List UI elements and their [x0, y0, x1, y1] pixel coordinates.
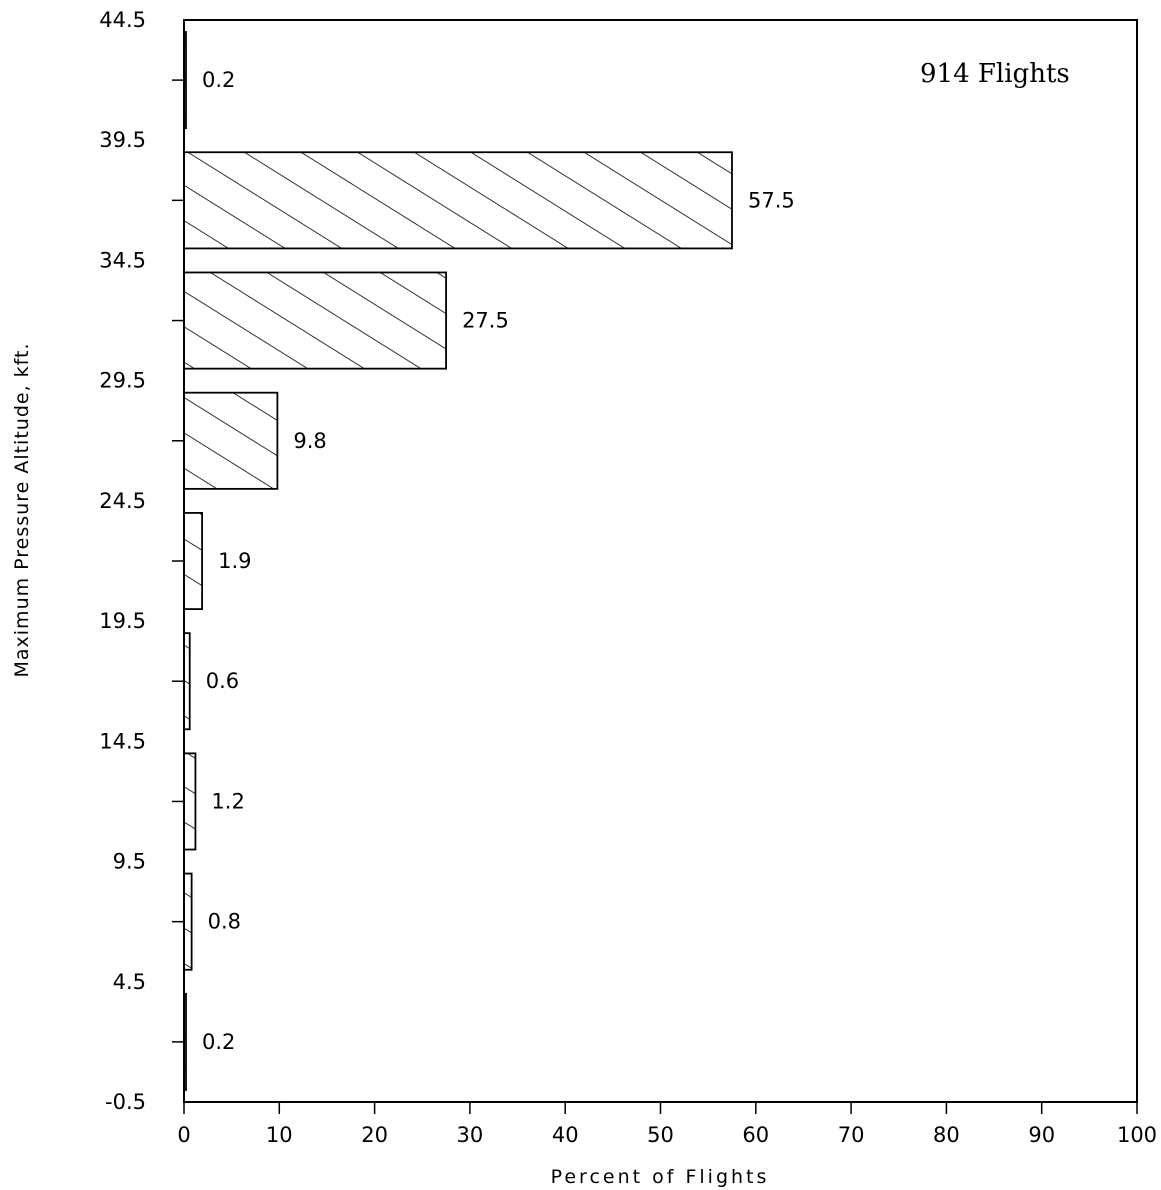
y-tick-label: 39.5 — [99, 128, 146, 152]
bar-value-label: 57.5 — [748, 188, 795, 212]
bar — [183, 632, 191, 731]
x-tick-label: 30 — [457, 1123, 484, 1147]
y-tick-label: 19.5 — [99, 609, 146, 633]
bar — [183, 752, 197, 851]
bar — [183, 151, 733, 250]
bars-group: 0.2 0.8 1.2 0.6 1.9 9.8 27.5 57.5 0.2 — [183, 31, 795, 1091]
bar-value-label: 1.2 — [211, 789, 244, 813]
y-tick-label: 34.5 — [99, 248, 146, 272]
bar-value-label: 1.9 — [218, 549, 251, 573]
bar-value-label: 0.2 — [202, 1030, 235, 1054]
bar — [183, 271, 447, 370]
y-tick-label: 4.5 — [113, 970, 146, 994]
x-tick-label: 70 — [838, 1123, 865, 1147]
bar-value-label: 9.8 — [293, 429, 326, 453]
x-tick-label: 0 — [177, 1123, 190, 1147]
bar-value-label: 27.5 — [462, 309, 509, 333]
bar-value-label: 0.2 — [202, 68, 235, 92]
bar — [183, 391, 279, 490]
bar — [183, 872, 193, 971]
y-axis-ticks: -0.5 4.5 9.5 14.5 19.5 24.5 29.5 34.5 39.5 44.5 — [99, 8, 184, 1114]
bar-value-label: 0.6 — [206, 669, 239, 693]
x-axis-title: Percent of Flights — [551, 1166, 770, 1188]
annotation-text: 914 Flights — [920, 59, 1070, 89]
y-tick-label: -0.5 — [105, 1090, 146, 1114]
x-tick-label: 80 — [933, 1123, 960, 1147]
x-tick-label: 100 — [1117, 1123, 1157, 1147]
x-tick-label: 50 — [647, 1123, 674, 1147]
y-tick-label: 14.5 — [99, 729, 146, 753]
x-tick-label: 90 — [1028, 1123, 1055, 1147]
y-tick-label: 44.5 — [99, 8, 146, 32]
y-tick-label: 9.5 — [113, 850, 146, 874]
x-tick-label: 60 — [742, 1123, 769, 1147]
bar-value-label: 0.8 — [208, 910, 241, 934]
x-tick-label: 20 — [361, 1123, 388, 1147]
x-axis-ticks: 0 10 20 30 40 50 60 70 80 90 100 — [177, 1102, 1157, 1147]
y-axis-title: Maximum Pressure Altitude, kft. — [11, 343, 33, 678]
y-tick-label: 24.5 — [99, 489, 146, 513]
x-tick-label: 10 — [266, 1123, 293, 1147]
y-tick-label: 29.5 — [99, 369, 146, 393]
bar — [183, 512, 204, 610]
bar — [183, 31, 187, 130]
x-tick-label: 40 — [552, 1123, 579, 1147]
bar — [183, 992, 187, 1091]
